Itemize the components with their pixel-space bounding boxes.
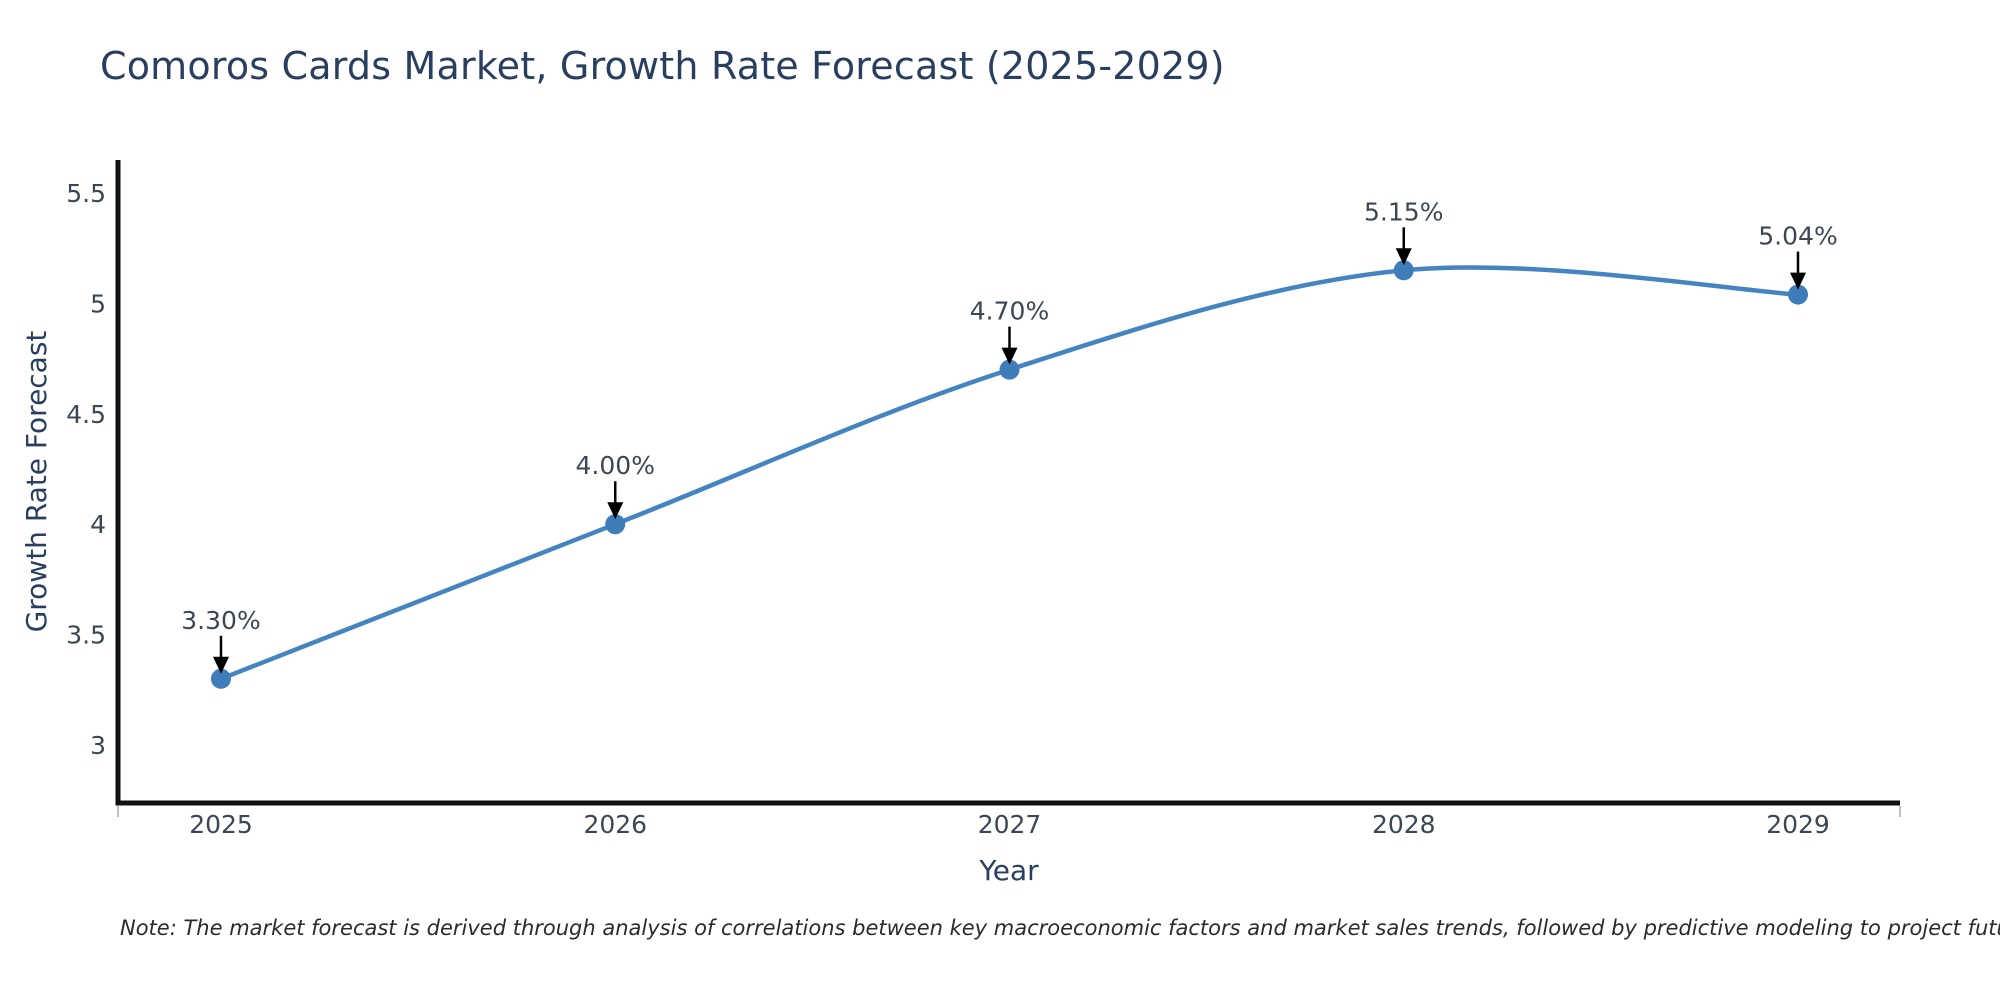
data-point-2026 bbox=[605, 514, 626, 535]
chart-title: Comoros Cards Market, Growth Rate Foreca… bbox=[100, 44, 1225, 88]
footnote: Note: The market forecast is derived thr… bbox=[120, 916, 2000, 940]
y-axis-title: Growth Rate Forecast bbox=[20, 331, 53, 633]
y-tick-label: 5 bbox=[90, 289, 106, 318]
x-tick-label: 2029 bbox=[1766, 810, 1830, 839]
point-label: 4.70% bbox=[970, 297, 1049, 326]
data-point-2029 bbox=[1788, 284, 1808, 305]
point-label: 5.15% bbox=[1364, 197, 1443, 226]
annotation-arrow-head bbox=[213, 656, 229, 674]
y-tick-label: 3 bbox=[90, 731, 106, 760]
x-axis-title: Year bbox=[978, 854, 1039, 887]
annotation-arrow-head bbox=[1790, 272, 1806, 290]
y-tick-label: 4.5 bbox=[66, 400, 106, 429]
data-point-2027 bbox=[999, 359, 1020, 380]
data-point-2028 bbox=[1393, 260, 1414, 281]
point-label: 4.00% bbox=[576, 451, 655, 480]
annotation-arrow-head bbox=[607, 502, 624, 520]
y-tick-label: 5.5 bbox=[66, 179, 106, 208]
x-tick-label: 2027 bbox=[978, 810, 1042, 839]
x-tick-label: 2028 bbox=[1372, 810, 1436, 839]
annotation-arrow-head bbox=[1395, 248, 1412, 266]
point-label: 5.04% bbox=[1758, 222, 1837, 251]
annotation-arrow-head bbox=[1001, 347, 1018, 365]
point-label: 3.30% bbox=[181, 606, 260, 635]
y-tick-label: 4 bbox=[90, 510, 106, 539]
data-point-2025 bbox=[211, 668, 231, 689]
x-tick-label: 2025 bbox=[189, 810, 253, 839]
y-tick-label: 3.5 bbox=[66, 621, 106, 650]
x-tick-label: 2026 bbox=[583, 810, 647, 839]
